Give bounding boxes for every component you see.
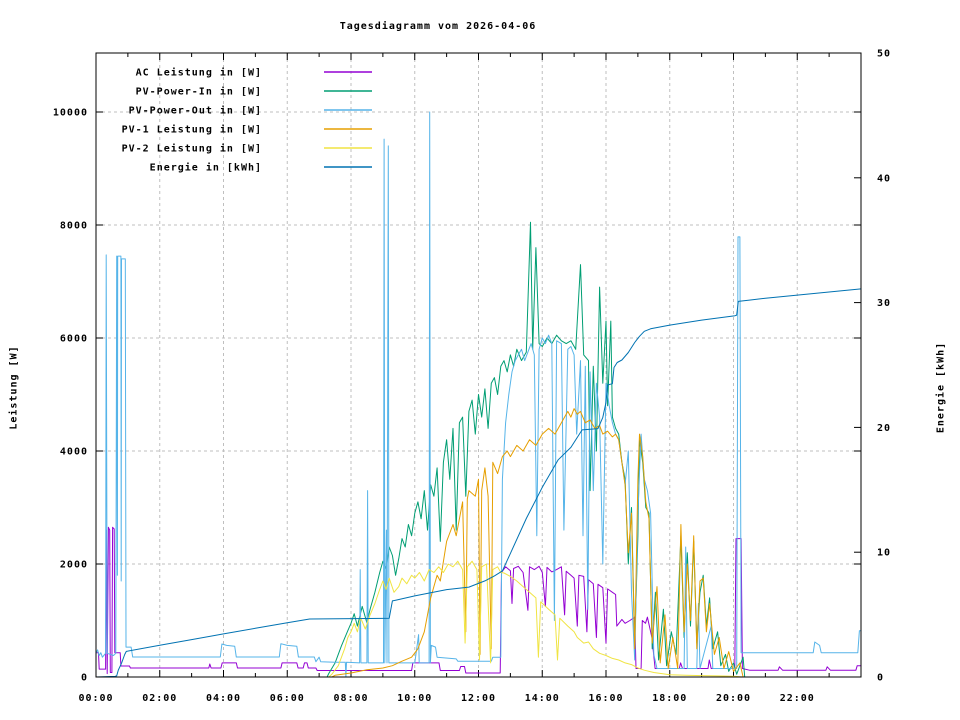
y2-tick-label: 40 xyxy=(877,173,891,184)
y2-tick-label: 10 xyxy=(877,548,891,559)
y-tick-label: 10000 xyxy=(53,108,88,119)
series-pv-2-leistung xyxy=(96,560,861,678)
y2-tick-label: 50 xyxy=(877,49,891,60)
x-tick-label: 20:00 xyxy=(716,693,751,704)
legend-label-pv-power-out: PV-Power-Out in [W] xyxy=(129,105,262,117)
series-energie xyxy=(95,288,862,678)
y2-tick-label: 0 xyxy=(877,673,884,684)
plot-border xyxy=(95,52,862,678)
x-tick-label: 04:00 xyxy=(206,693,241,704)
y-tick-label: 4000 xyxy=(60,447,88,458)
x-tick-label: 10:00 xyxy=(397,693,432,704)
legend-label-pv-1-leistung: PV-1 Leistung in [W] xyxy=(122,124,262,136)
series-pv-1-leistung xyxy=(96,408,861,678)
x-tick-label: 22:00 xyxy=(780,693,815,704)
y-tick-label: 8000 xyxy=(60,221,88,232)
y2-tick-label: 30 xyxy=(877,298,891,309)
legend-label-energie: Energie in [kWh] xyxy=(150,162,262,174)
tick-labels: 00:00 02:00 04:00 06:00 08:00 10:00 12:00 14:00… xyxy=(53,49,891,705)
legend-label-pv-power-in: PV-Power-In in [W] xyxy=(136,86,262,98)
x-tick-label: 06:00 xyxy=(270,693,305,704)
x-tick-label: 18:00 xyxy=(652,693,687,704)
legend-label-ac-leistung: AC Leistung in [W] xyxy=(136,67,262,79)
x-tick-label: 14:00 xyxy=(525,693,560,704)
series-pv-power-out xyxy=(95,111,861,678)
legend-label-pv-2-leistung: PV-2 Leistung in [W] xyxy=(122,143,262,155)
series-ac-leistung xyxy=(96,526,861,675)
x-tick-label: 16:00 xyxy=(588,693,623,704)
x-tick-label: 08:00 xyxy=(333,693,368,704)
x-tick-label: 00:00 xyxy=(78,693,113,704)
legend: AC Leistung in [W] PV-Power-In in [W] PV-P… xyxy=(122,67,372,174)
y-tick-label: 0 xyxy=(81,673,88,684)
y2-tick-label: 20 xyxy=(877,423,891,434)
x-tick-label: 02:00 xyxy=(142,693,177,704)
y-tick-label: 6000 xyxy=(60,334,88,345)
y-tick-label: 2000 xyxy=(60,560,88,571)
x-tick-label: 12:00 xyxy=(461,693,496,704)
grid xyxy=(96,53,861,677)
chart-title: Tagesdiagramm vom 2026-04-06 xyxy=(339,21,537,32)
